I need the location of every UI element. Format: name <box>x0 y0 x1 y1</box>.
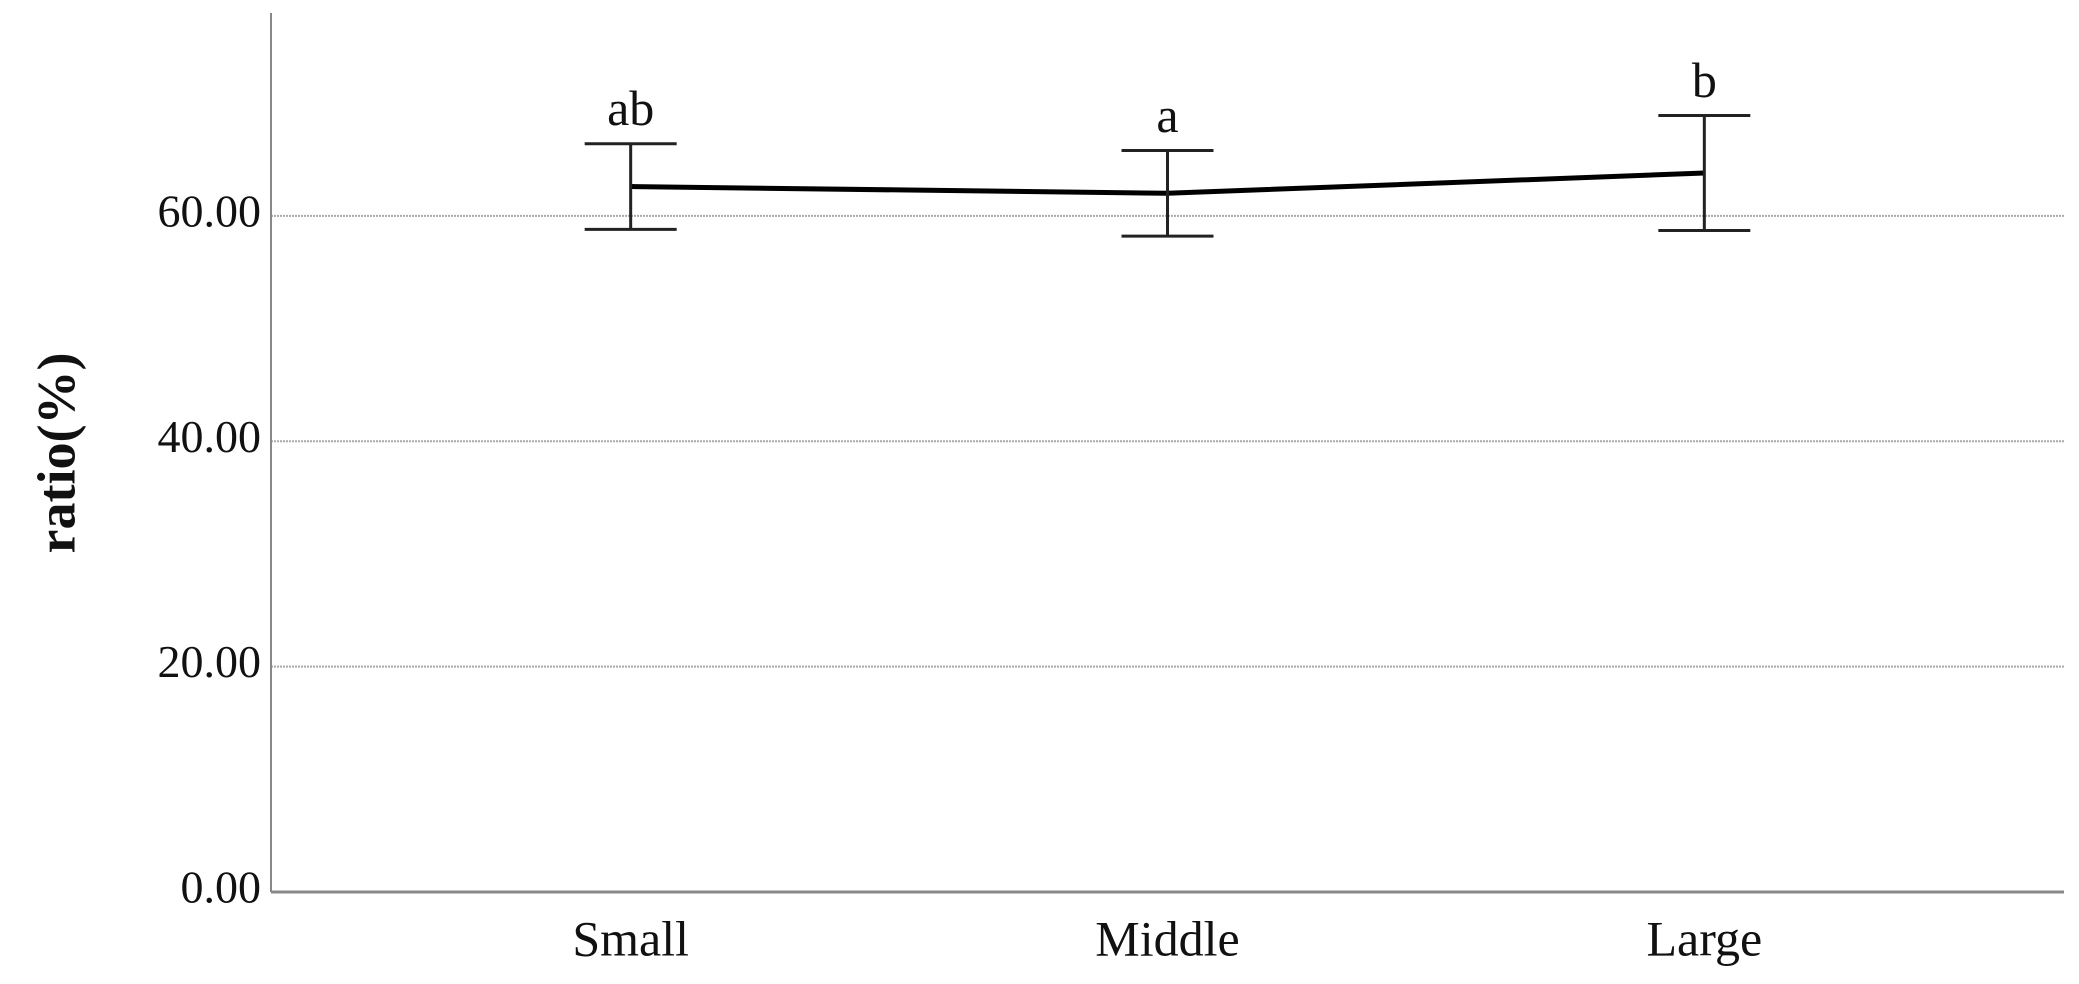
annotation: b <box>1692 52 1717 108</box>
y-tick-label: 40.00 <box>158 411 262 462</box>
y-axis-label: ratio(%) <box>26 353 86 554</box>
x-tick-label: Large <box>1646 910 1762 966</box>
y-tick-label: 0.00 <box>181 862 262 913</box>
x-tick-label: Middle <box>1095 910 1239 966</box>
x-tick-label: Small <box>572 910 689 966</box>
annotation: ab <box>607 80 654 136</box>
annotation: a <box>1156 87 1178 143</box>
y-tick-label: 20.00 <box>158 636 262 687</box>
y-tick-label: 60.00 <box>158 185 262 236</box>
